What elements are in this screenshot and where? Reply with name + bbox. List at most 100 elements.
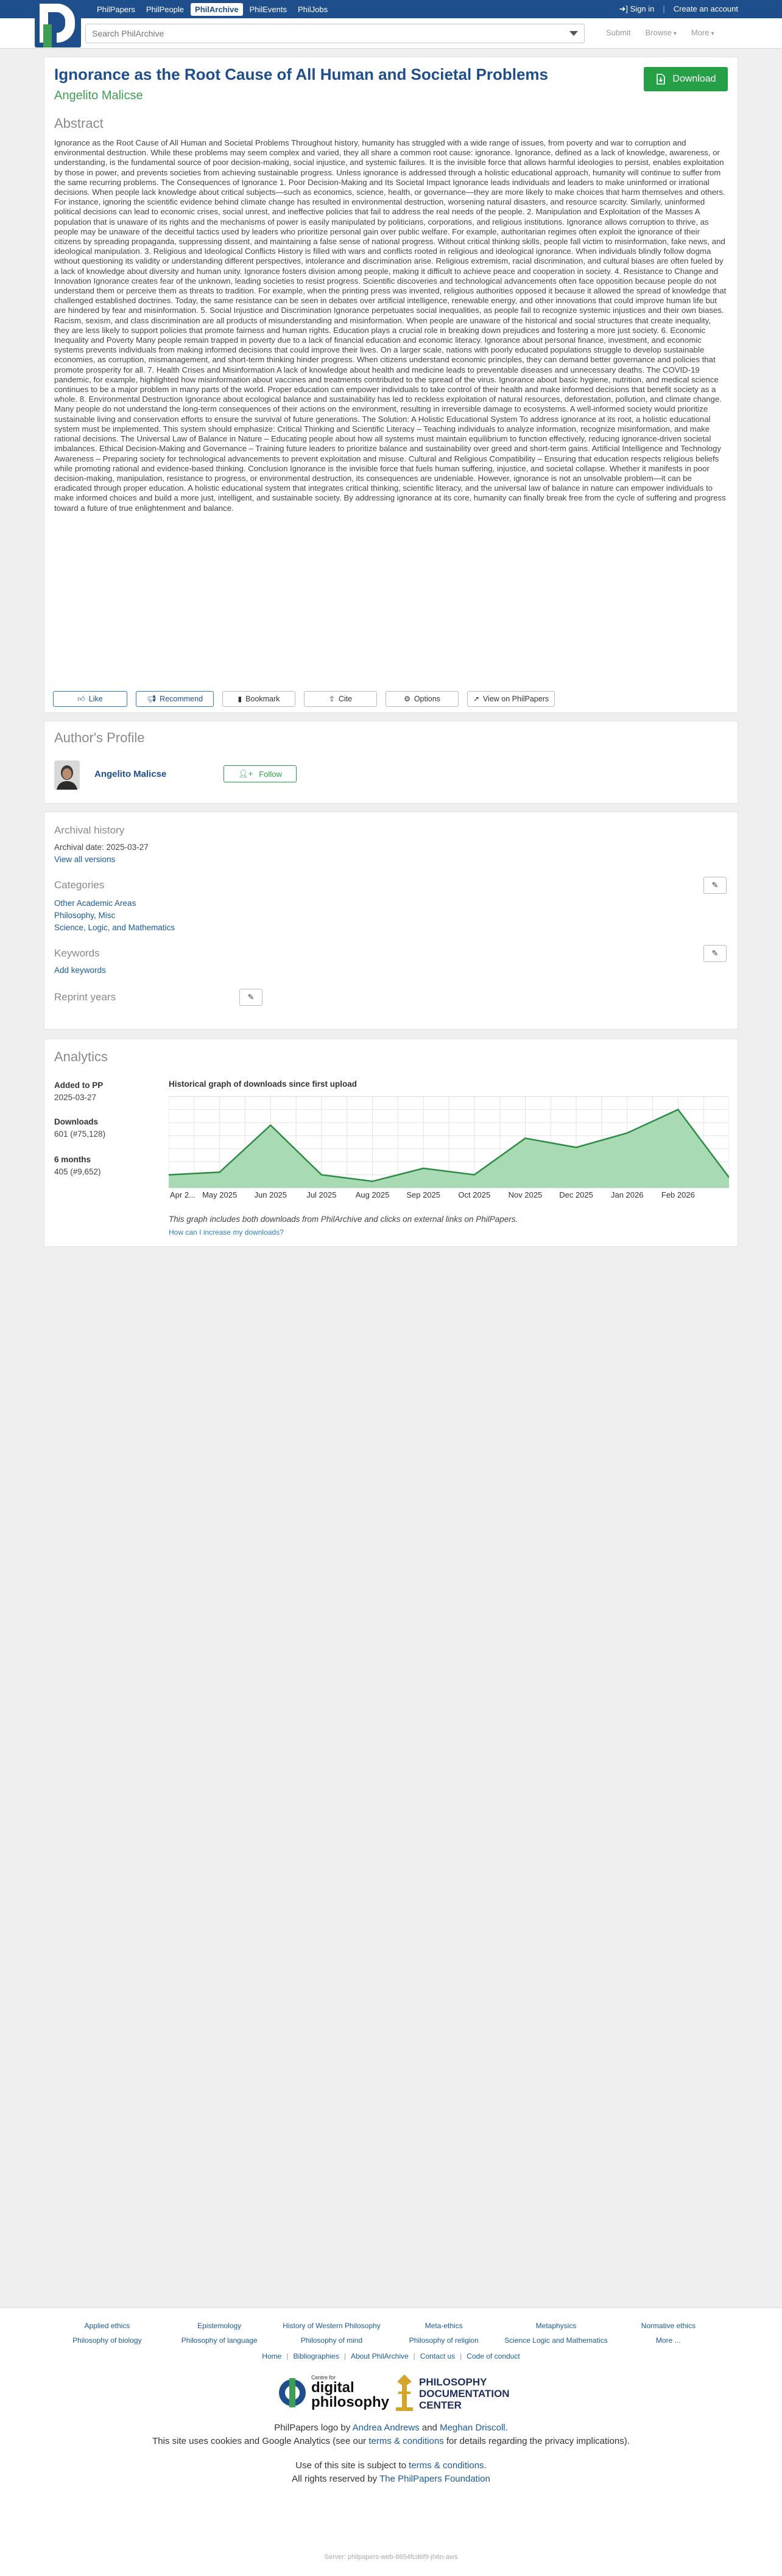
file-download-icon [657,74,666,85]
paper-actions: 👍︎ Like 📢︎ Recommend ▮ Bookmark ⇪ Cite ⚙… [53,691,555,707]
footer-category-link[interactable]: Philosophy of religion [409,2336,479,2345]
footer-about-link[interactable]: About PhilArchive [350,2352,409,2360]
submit-link[interactable]: Submit [606,28,631,37]
user-plus-icon: 👤︎+ [238,769,253,778]
footer-category-link[interactable]: Philosophy of language [181,2336,258,2345]
period: . [505,2423,508,2433]
cookies-suffix: for details regarding the privacy implic… [443,2436,630,2446]
footer-category-link[interactable]: Philosophy of biology [72,2336,142,2345]
centre-for-digital-philosophy-logo[interactable]: Centre for digital philosophy [277,2372,389,2415]
abstract-heading: Abstract [54,116,104,131]
view-on-philpapers-label: View on PhilPapers [482,695,549,703]
category-label: Other Academic Areas [54,899,136,908]
philarchive-logo[interactable] [35,0,81,47]
pdc-line-1: PHILOSOPHY [419,2376,487,2388]
category-link[interactable]: Philosophy, Misc [54,911,115,920]
category-link[interactable]: Other Academic Areas [54,899,136,908]
add-keywords-label: Add keywords [54,966,106,975]
nav-philjobs[interactable]: PhilJobs [297,5,328,14]
footer-home-link[interactable]: Home [262,2352,282,2360]
archival-date: Archival date: 2025-03-27 [54,843,149,852]
footer-bibliographies-link[interactable]: Bibliographies [293,2352,339,2360]
view-all-versions-link[interactable]: View all versions [54,855,115,864]
increase-downloads-link[interactable]: How can I increase my downloads? [169,1228,284,1237]
search-dropdown-caret-icon[interactable] [569,31,578,36]
analytics-card: Analytics Added to PP 2025-03-27 Downloa… [44,1039,738,1247]
recommend-button[interactable]: 📢︎ Recommend [136,691,214,707]
edit-keywords-button[interactable]: ✎ [703,945,727,962]
category-label: Science, Logic, and Mathematics [54,923,175,932]
browse-menu[interactable]: Browse ▾ [645,28,676,37]
nav-philpapers[interactable]: PhilPapers [97,5,135,14]
paper-author-link[interactable]: Angelito Malicse [54,89,143,102]
follow-button[interactable]: 👤︎+ Follow [224,765,297,782]
footer-category-link[interactable]: Epistemology [197,2322,242,2330]
pdc-line-3: CENTER [419,2399,462,2411]
avatar[interactable] [54,760,80,790]
cite-icon: ⇪ [328,695,335,703]
cdp-line-3: philosophy [311,2394,389,2410]
bookmark-button[interactable]: ▮ Bookmark [222,691,295,707]
external-link-icon: ↗ [473,695,479,703]
philpapers-foundation-link[interactable]: The PhilPapers Foundation [379,2474,490,2484]
chevron-down-icon: ▾ [673,30,677,37]
more-menu[interactable]: More ▾ [691,28,714,37]
nav-philevents[interactable]: PhilEvents [249,5,287,14]
cite-button[interactable]: ⇪ Cite [304,691,377,707]
footer: Applied ethics Epistemology History of W… [0,2308,782,2576]
downloads-chart: Apr 2... May 2025 Jun 2025 Jul 2025 Aug 2025… [169,1096,729,1199]
pdc-line-2: DOCUMENTATION [419,2388,510,2399]
keywords-heading: Keywords [54,947,100,959]
footer-category-link[interactable]: Applied ethics [84,2322,130,2330]
paper-info-card: Archival history Archival date: 2025-03-… [44,812,738,1030]
create-account-link[interactable]: Create an account [673,4,738,13]
edit-reprint-years-button[interactable]: ✎ [239,989,262,1006]
footer-category-link[interactable]: Normative ethics [641,2322,696,2330]
graph-title: Historical graph of downloads since firs… [169,1079,358,1089]
like-button[interactable]: 👍︎ Like [53,691,127,707]
terms-conditions-link[interactable]: terms & conditions [409,2460,484,2471]
chart-line-series [169,1108,729,1182]
paper-title: Ignorance as the Root Cause of All Human… [54,65,548,83]
like-label: Like [88,695,103,703]
server-info: Server: philpapers-web-8654fcd6f9-jh6n-a… [324,2553,458,2561]
rights-prefix: All rights reserved by [292,2474,380,2484]
bullhorn-icon: 📢︎ [146,695,157,703]
logo-credit-author-link[interactable]: Andrea Andrews [352,2423,420,2433]
footer-contact-link[interactable]: Contact us [420,2352,456,2360]
more-label: More [691,28,710,37]
six-months-value: 405 (#9,652) [54,1167,101,1176]
footer-category-link[interactable]: Science Logic and Mathematics [504,2336,608,2345]
footer-category-link[interactable]: Metaphysics [535,2322,577,2330]
account-links: ➜] Sign in | Create an account [619,4,738,14]
footer-category-link[interactable]: History of Western Philosophy [283,2322,381,2330]
philosophy-documentation-center-logo[interactable]: PHILOSOPHY DOCUMENTATION CENTER [393,2372,510,2416]
author-name-link[interactable]: Angelito Malicse [94,769,167,779]
footer-category-link[interactable]: Philosophy of mind [300,2336,363,2345]
separator: | [286,2352,289,2360]
separator: | [663,4,665,13]
thumbs-up-icon: 👍︎ [77,694,85,703]
sign-in-link[interactable]: ➜] Sign in [619,4,654,14]
search-input[interactable] [86,24,549,43]
options-button[interactable]: ⚙ Options [386,691,459,707]
philarchive-logo-icon [40,4,75,47]
chart-area-series [169,1109,729,1188]
recommend-label: Recommend [160,695,203,703]
nav-philarchive[interactable]: PhilArchive [191,3,243,16]
nav-philpeople[interactable]: PhilPeople [146,5,185,14]
edit-categories-button[interactable]: ✎ [703,877,727,894]
paper-card: Ignorance as the Root Cause of All Human… [44,57,738,713]
category-link[interactable]: Science, Logic, and Mathematics [54,923,175,932]
terms-conditions-link[interactable]: terms & conditions [368,2436,444,2446]
site-nav: PhilPapers PhilPeople PhilArchive PhilEv… [93,3,332,16]
download-button[interactable]: Download [644,67,728,91]
chart-x-tick-label: Aug 2025 [356,1190,390,1199]
footer-category-link[interactable]: More ... [655,2336,681,2345]
footer-code-of-conduct-link[interactable]: Code of conduct [467,2352,520,2360]
logo-credit-author-link[interactable]: Meghan Driscoll [440,2423,505,2433]
view-on-philpapers-button[interactable]: ↗ View on PhilPapers [467,691,555,707]
footer-category-link[interactable]: Meta-ethics [424,2322,463,2330]
categories-heading: Categories [54,879,105,891]
add-keywords-link[interactable]: Add keywords [54,966,106,975]
